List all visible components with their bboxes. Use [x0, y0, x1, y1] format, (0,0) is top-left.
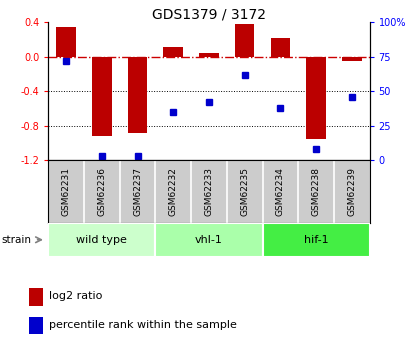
Text: GSM62235: GSM62235 — [240, 167, 249, 216]
Bar — [235, 24, 255, 57]
Text: GSM62239: GSM62239 — [347, 167, 356, 216]
Text: log2 ratio: log2 ratio — [49, 291, 102, 301]
Text: GSM62237: GSM62237 — [133, 167, 142, 216]
Text: GSM62231: GSM62231 — [62, 167, 71, 216]
Bar — [199, 52, 219, 57]
Bar — [342, 57, 362, 61]
Bar — [92, 57, 112, 136]
Bar — [306, 57, 326, 139]
Text: GSM62233: GSM62233 — [205, 167, 213, 216]
Bar — [29, 288, 43, 306]
Bar — [155, 223, 262, 257]
Bar — [56, 27, 76, 57]
Text: GSM62238: GSM62238 — [312, 167, 320, 216]
Bar — [48, 223, 155, 257]
Bar — [262, 223, 370, 257]
Bar — [163, 47, 183, 57]
Text: GSM62236: GSM62236 — [97, 167, 106, 216]
Title: GDS1379 / 3172: GDS1379 / 3172 — [152, 7, 266, 21]
Text: strain: strain — [1, 235, 31, 245]
Text: vhl-1: vhl-1 — [195, 235, 223, 245]
Text: hif-1: hif-1 — [304, 235, 328, 245]
Text: GSM62232: GSM62232 — [169, 167, 178, 216]
Text: percentile rank within the sample: percentile rank within the sample — [49, 320, 236, 330]
Bar — [128, 57, 147, 133]
Bar — [270, 38, 290, 57]
Text: GSM62234: GSM62234 — [276, 167, 285, 216]
Text: wild type: wild type — [76, 235, 127, 245]
Bar — [29, 317, 43, 334]
